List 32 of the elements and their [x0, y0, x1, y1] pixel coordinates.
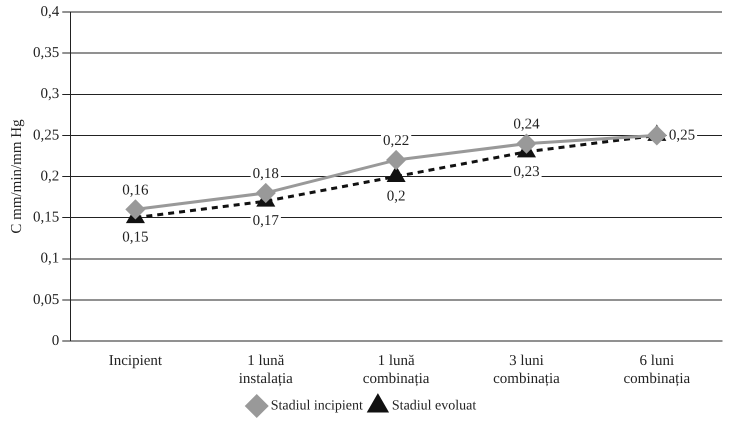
- data-label: 0,17: [252, 213, 280, 230]
- point: [256, 183, 276, 202]
- y-tick-label: 0,05: [33, 292, 60, 308]
- y-tick-label: 0,4: [40, 4, 60, 20]
- y-tick-label: 0,2: [40, 168, 60, 184]
- x-tick-label: Incipient: [108, 352, 163, 369]
- point: [647, 126, 666, 145]
- legend-label: Stadiul incipient: [270, 398, 363, 414]
- x-tick-label: 3 luni combinația: [493, 352, 560, 387]
- data-label: 0,24: [513, 116, 540, 133]
- point: [126, 200, 145, 219]
- point: [386, 150, 406, 170]
- data-label: 0,23: [513, 164, 540, 180]
- x-tick-label: 6 luni combinația: [623, 352, 690, 387]
- y-tick-label: 0,1: [40, 250, 60, 267]
- y-tick-label: 0,35: [33, 45, 60, 62]
- x-tick-label: 1 lună instalația: [238, 352, 294, 387]
- point: [516, 134, 536, 154]
- data-label: 0,22: [383, 132, 410, 149]
- x-tick-label: 1 lună combinația: [362, 352, 430, 387]
- legend-label: Stadiul evoluat: [392, 398, 476, 414]
- y-tick-label: 0,3: [40, 86, 60, 102]
- data-label: 0,15: [122, 230, 149, 246]
- data-label: 0,25: [668, 127, 696, 144]
- y-tick-label: 0,15: [33, 210, 60, 226]
- point: [388, 167, 405, 182]
- y-axis-title: C mm/min/mm Hg: [8, 118, 25, 234]
- y-tick-label: 0: [52, 332, 60, 349]
- data-label: 0,18: [252, 166, 279, 182]
- data-label: 0,16: [122, 182, 150, 198]
- y-tick-label: 0,25: [33, 127, 60, 144]
- data-label: 0,2: [386, 188, 406, 204]
